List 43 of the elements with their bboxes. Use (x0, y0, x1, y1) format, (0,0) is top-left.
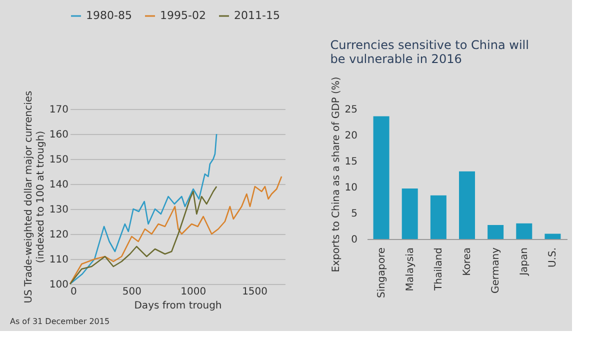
line-series (69, 133, 218, 285)
x-axis-title: Days from trough (134, 300, 222, 312)
legend-label: 1995-02 (160, 9, 206, 22)
y-tick-label: 170 (49, 104, 68, 116)
x-tick-label: 0 (70, 286, 77, 298)
legend-label: 2011-15 (234, 9, 280, 22)
y-tick-label: 140 (49, 180, 68, 190)
y-tick-label: 160 (49, 130, 68, 140)
x-tick-label: Malaysia (404, 248, 416, 292)
text: As of 31 December 2015 (10, 317, 110, 326)
y-tick-label: 150 (49, 154, 68, 166)
y-tick-label: 20 (344, 130, 358, 142)
x-tick-label: 1000 (180, 286, 206, 298)
x-tick-label: Japan (519, 248, 530, 276)
line-series (69, 176, 282, 285)
y-tick-label: 110 (49, 254, 68, 266)
y-tick-label: 0 (351, 234, 358, 246)
y-tick-label: 15 (344, 156, 358, 168)
bar (402, 188, 418, 239)
x-tick-label: Singapore (376, 248, 388, 298)
bar (430, 195, 446, 239)
y-axis-title: Exports to China as a share of GDP (%) (330, 76, 342, 272)
legend-label: 1980-85 (86, 9, 132, 22)
bar (488, 224, 504, 239)
x-tick-label: Thailand (433, 248, 444, 292)
bar (544, 234, 561, 239)
chart-title: Currencies sensitive to China will be vulnerable in 2016 (330, 38, 529, 66)
y-tick-label: 25 (344, 104, 358, 116)
y-axis-title: US Trade-weighted dollar major currencies (indexed to 100 at trough) (23, 90, 46, 304)
x-tick-label: U.S. (548, 248, 559, 268)
line-series (69, 186, 218, 285)
bar (373, 116, 390, 239)
bar (459, 171, 475, 239)
y-tick-label: 130 (49, 204, 68, 216)
bar (516, 223, 532, 239)
y-tick-label: 120 (49, 230, 68, 240)
x-tick-label: 500 (122, 286, 142, 298)
y-tick-label: 100 (49, 280, 68, 290)
x-tick-label: Germany (490, 247, 502, 294)
y-tick-label: 10 (344, 182, 358, 194)
y-tick-label: 5 (351, 208, 358, 220)
x-tick-label: Korea (462, 248, 473, 276)
x-tick-label: 1500 (242, 286, 268, 298)
